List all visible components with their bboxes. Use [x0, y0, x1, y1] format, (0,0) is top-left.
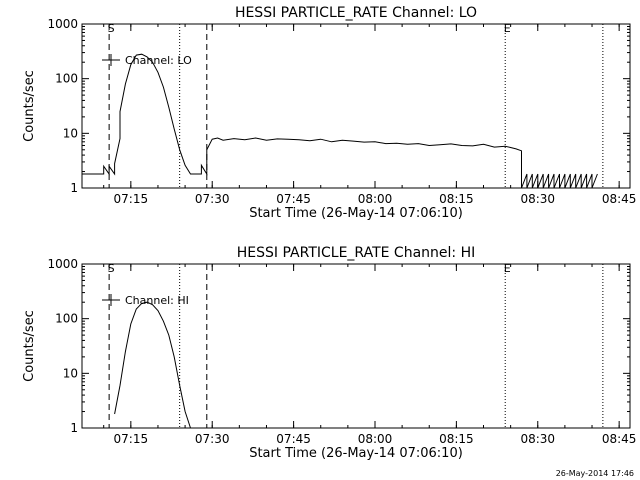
chart-title: HESSI PARTICLE_RATE Channel: HI [237, 245, 475, 261]
y-tick-label: 100 [55, 312, 78, 326]
panel-lo: HESSI PARTICLE_RATE Channel: LO 07:15 07:3… [22, 5, 636, 221]
y-axis-label: Counts/sec [22, 70, 37, 142]
x-tick-label: 07:15 [114, 192, 149, 206]
y-tick-label: 10 [63, 126, 78, 140]
chart-title: HESSI PARTICLE_RATE Channel: LO [235, 5, 477, 21]
x-tick-label: 07:15 [114, 432, 149, 446]
x-tick-label: 08:15 [439, 192, 474, 206]
x-tick-label: 07:45 [276, 192, 311, 206]
time-marker-label: E [504, 22, 511, 35]
x-tick-label: 08:15 [439, 432, 474, 446]
y-axis-label: Counts/sec [22, 310, 37, 382]
y-tick-label: 1000 [47, 17, 78, 31]
y-tick-label: 100 [55, 72, 78, 86]
legend-label: Channel: HI [125, 294, 189, 307]
x-tick-label: 07:30 [195, 192, 230, 206]
x-tick-label: 08:45 [602, 432, 637, 446]
panel-hi: HESSI PARTICLE_RATE Channel: HI 07:15 07:3… [22, 245, 636, 461]
x-tick-label: 08:45 [602, 192, 637, 206]
y-tick-label: 1 [70, 181, 78, 195]
time-marker-label: S [108, 262, 115, 275]
x-tick-label: 07:30 [195, 432, 230, 446]
x-tick-label: 07:45 [276, 432, 311, 446]
y-tick-label: 10 [63, 366, 78, 380]
x-tick-label: 08:30 [520, 192, 555, 206]
time-marker-label: S [108, 22, 115, 35]
y-tick-label: 1000 [47, 257, 78, 271]
series-line [114, 301, 191, 429]
legend-label: Channel: LO [125, 54, 192, 67]
x-tick-label: 08:30 [520, 432, 555, 446]
x-tick-label: 08:00 [358, 432, 393, 446]
plot-frame [81, 23, 631, 189]
x-axis-label: Start Time (26-May-14 07:06:10) [249, 206, 463, 221]
timestamp-label: 26-May-2014 17:46 [555, 469, 634, 478]
x-axis-label: Start Time (26-May-14 07:06:10) [249, 446, 463, 461]
time-marker-label: E [504, 262, 511, 275]
y-tick-label: 1 [70, 421, 78, 435]
x-tick-label: 08:00 [358, 192, 393, 206]
series-line [82, 53, 598, 189]
plot-frame [81, 263, 631, 429]
